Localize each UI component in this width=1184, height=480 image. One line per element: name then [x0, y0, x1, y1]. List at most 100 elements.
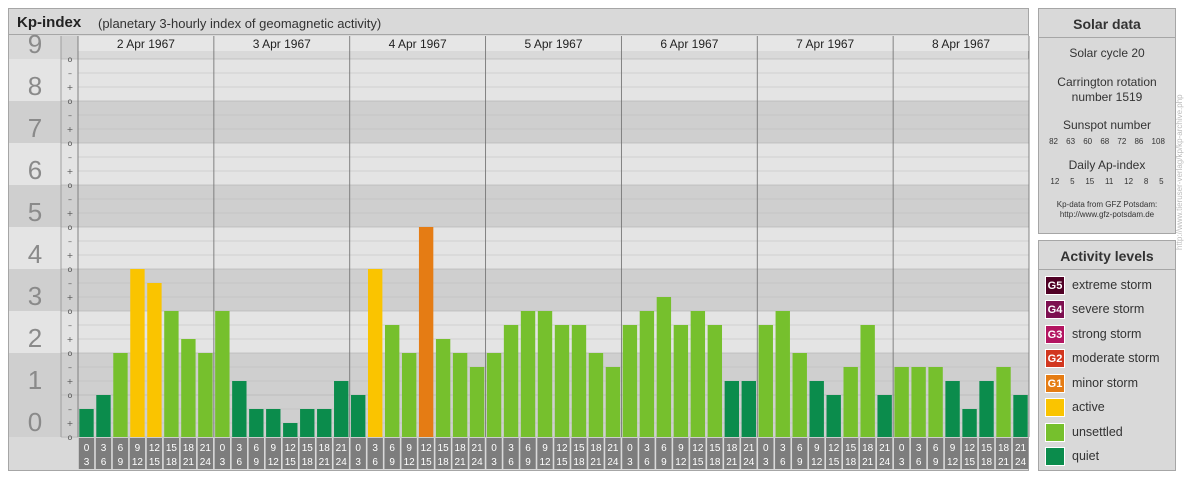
fine-tick-label: +	[67, 83, 74, 92]
carrington-rotation-line2: number 1519	[1071, 90, 1143, 104]
hour-start-label: 12	[285, 443, 297, 454]
hour-end-label: 12	[675, 457, 687, 468]
y-tick-label: 5	[28, 197, 42, 227]
hour-end-label: 6	[508, 457, 514, 468]
hour-start-label: 9	[135, 443, 141, 454]
hour-end-label: 18	[845, 457, 857, 468]
kp-bar	[334, 381, 349, 437]
hour-end-label: 12	[811, 457, 823, 468]
hour-end-label: 3	[84, 457, 90, 468]
kp-bar	[588, 353, 604, 437]
hour-slot	[690, 438, 706, 469]
carrington-rotation-line1: Carrington rotation	[1057, 75, 1157, 89]
kp-bar	[452, 353, 468, 437]
day-label: 8 Apr 1967	[932, 37, 990, 51]
hour-start-label: 6	[797, 443, 803, 454]
hour-start-label: 15	[302, 443, 314, 454]
hour-slot	[724, 438, 740, 469]
hour-end-label: 15	[964, 457, 976, 468]
hour-start-label: 21	[1015, 443, 1027, 454]
legend-label: minor storm	[1072, 376, 1138, 390]
fine-tick-label: +	[67, 251, 74, 260]
kp-bar	[367, 269, 383, 437]
kp-bar	[894, 366, 909, 437]
hour-slot	[893, 438, 910, 469]
hour-slot	[163, 438, 180, 469]
hour-slot	[809, 438, 825, 469]
hour-end-label: 21	[862, 457, 874, 468]
kp-bar	[130, 269, 145, 437]
hour-slot	[316, 438, 332, 469]
legend-item-minor-storm: G1 minor storm	[1045, 373, 1138, 393]
kp-bar	[809, 381, 824, 437]
legend-label: severe storm	[1072, 302, 1145, 316]
hour-slot	[418, 438, 434, 469]
day-label: 6 Apr 1967	[660, 37, 718, 51]
hour-start-label: 9	[814, 443, 820, 454]
kp-bar	[351, 395, 366, 437]
hour-slot	[231, 438, 248, 469]
hour-slot	[1012, 438, 1029, 469]
day-label: 5 Apr 1967	[524, 37, 582, 51]
legend-swatch: G5	[1045, 275, 1065, 295]
legend-item-active: active	[1045, 397, 1105, 417]
y-tick-label: 2	[28, 323, 42, 353]
hour-end-label: 15	[421, 457, 433, 468]
y-tick-label: 4	[28, 239, 42, 269]
hour-slot	[265, 438, 281, 469]
kp-bar	[232, 381, 247, 437]
ap-value: 12	[1050, 177, 1060, 186]
hour-start-label: 12	[149, 443, 161, 454]
kp-bar	[571, 324, 587, 437]
kp-bar	[96, 395, 111, 437]
kp-bar	[775, 311, 790, 437]
hour-start-label: 18	[726, 443, 738, 454]
kp-bar	[181, 339, 196, 437]
kp-bar	[384, 324, 400, 437]
hour-end-label: 3	[355, 457, 361, 468]
sunspot-heading: Sunspot number	[1062, 118, 1152, 132]
hour-end-label: 24	[336, 457, 348, 468]
hour-end-label: 9	[933, 457, 939, 468]
hour-end-label: 9	[254, 457, 260, 468]
solar-data-panel: Solar data Solar cycle 20 Carrington rot…	[1038, 8, 1176, 234]
hour-slot	[995, 438, 1012, 469]
hour-slot	[520, 438, 536, 469]
legend-item-quiet: quiet	[1045, 446, 1099, 466]
fine-tick-label: o	[68, 265, 73, 274]
day-label: 4 Apr 1967	[389, 37, 447, 51]
kp-bar	[758, 324, 773, 437]
fine-tick-label: +	[67, 419, 74, 428]
legend-swatch	[1045, 446, 1065, 466]
kp-bar	[249, 408, 264, 437]
sunspot-number-list: 82 63 60 68 72 86 108	[1039, 137, 1175, 146]
hour-end-label: 18	[573, 457, 585, 468]
hour-slot	[503, 438, 519, 469]
band-7	[9, 101, 1029, 143]
hour-end-label: 21	[319, 457, 331, 468]
hour-start-label: 3	[780, 443, 786, 454]
hour-end-label: 6	[237, 457, 243, 468]
fine-tick-label: +	[67, 125, 74, 134]
ap-value: 5	[1070, 177, 1075, 186]
kp-bar	[877, 395, 892, 437]
hour-end-label: 18	[302, 457, 314, 468]
hour-start-label: 3	[101, 443, 107, 454]
y-tick-label: 9	[28, 29, 42, 59]
hour-start-label: 15	[981, 443, 993, 454]
hour-start-label: 15	[166, 443, 178, 454]
hour-slot	[401, 438, 417, 469]
hour-end-label: 15	[285, 457, 297, 468]
kp-bar	[690, 311, 706, 437]
ap-value: 15	[1085, 177, 1095, 186]
hour-slot	[707, 438, 723, 469]
hour-start-label: 12	[556, 443, 568, 454]
kp-bar	[724, 381, 740, 437]
hour-slot	[486, 438, 502, 469]
hour-end-label: 15	[692, 457, 704, 468]
kp-bar	[554, 324, 570, 437]
day-label: 2 Apr 1967	[117, 37, 175, 51]
fine-tick-label: o	[68, 139, 73, 148]
hour-start-label: 3	[508, 443, 514, 454]
kp-bar	[979, 381, 994, 437]
